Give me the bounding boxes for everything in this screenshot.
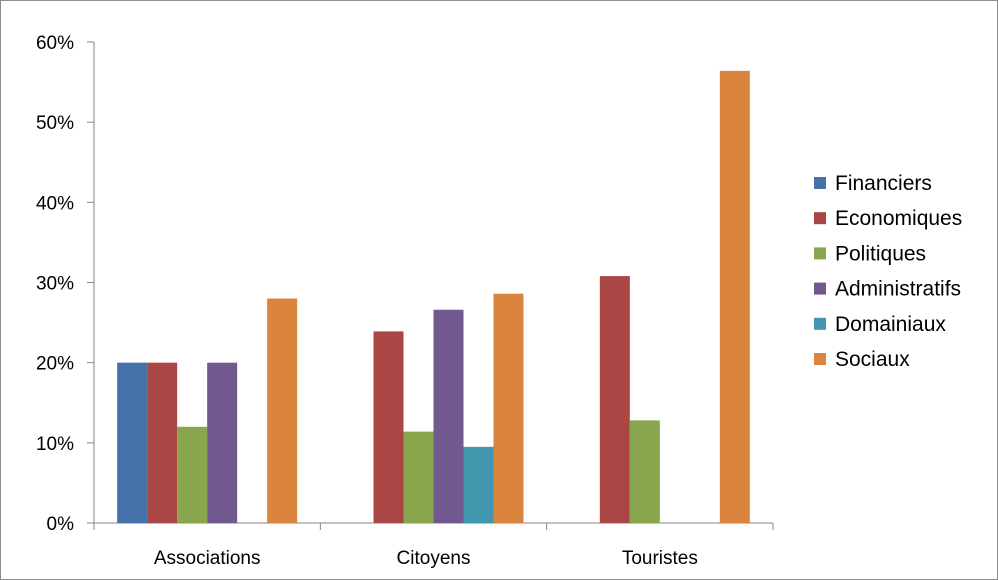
legend-label-administratifs: Administratifs (835, 278, 961, 301)
legend-label-financiers: Financiers (835, 172, 932, 195)
legend-label-sociaux: Sociaux (835, 348, 910, 371)
bar-economiques-citoyens (373, 331, 404, 523)
legend-swatch-sociaux (814, 353, 826, 365)
legend-label-politiques: Politiques (835, 242, 926, 265)
bar-financiers-associations (117, 362, 148, 523)
legend-label-economiques: Economiques (835, 207, 962, 230)
bar-administratifs-citoyens (433, 309, 464, 523)
bar-economiques-associations (147, 362, 178, 523)
x-category-label: Touristes (622, 548, 698, 569)
y-tick-label: 50% (36, 113, 74, 134)
legend: Financiers Economiques Politiques Administr… (814, 172, 962, 371)
x-category-label: Citoyens (397, 548, 471, 569)
bar-politiques-citoyens (403, 431, 434, 523)
legend-swatch-financiers (814, 177, 826, 189)
y-tick-label: 20% (36, 354, 74, 375)
bar-politiques-associations (177, 426, 208, 523)
bar-domainiaux-citoyens (463, 446, 494, 523)
bar-sociaux-touristes (719, 70, 750, 524)
legend-swatch-economiques (814, 212, 826, 225)
plot-area: 0% 10% 20% 30% 40% 50% 60% Associations Citoyens… (36, 33, 774, 569)
y-tick-label: 10% (36, 434, 74, 455)
y-tick-label: 40% (36, 193, 74, 214)
bar-economiques-touristes (599, 276, 630, 523)
bar-sociaux-citoyens (493, 293, 524, 523)
legend-swatch-politiques (814, 247, 826, 260)
legend-swatch-administratifs (814, 282, 826, 295)
x-category-label: Associations (154, 548, 261, 569)
y-tick-label: 0% (47, 514, 75, 535)
bar-politiques-touristes (629, 420, 660, 523)
bar-administratifs-associations (207, 362, 238, 523)
legend-label-domainiaux: Domainiaux (835, 313, 946, 336)
bar-sociaux-associations (267, 298, 298, 523)
legend-swatch-domainiaux (814, 317, 826, 330)
y-tick-label: 60% (36, 33, 74, 54)
y-tick-label: 30% (36, 274, 74, 295)
